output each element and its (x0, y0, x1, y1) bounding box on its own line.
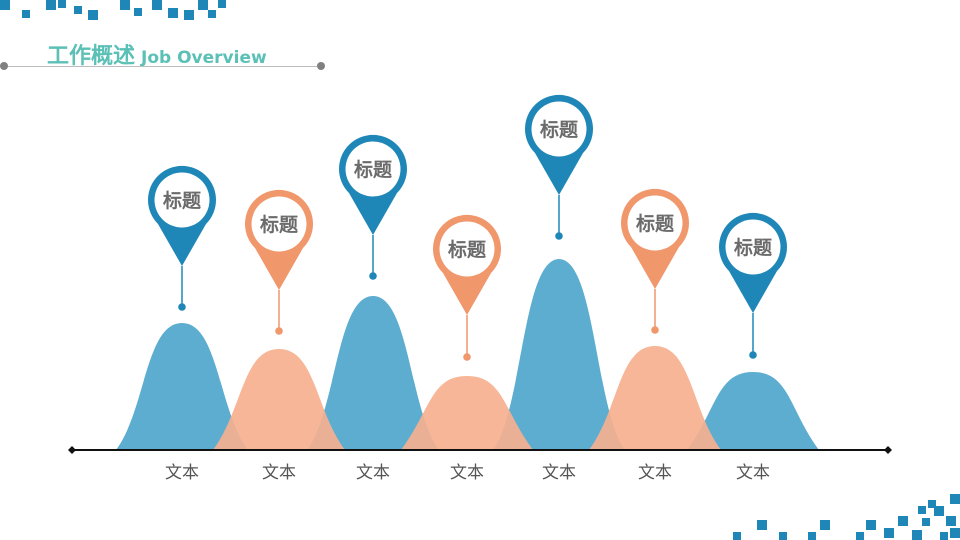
pixel-square (922, 518, 930, 526)
pixel-square (120, 0, 130, 10)
pixel-square (898, 516, 908, 526)
pixel-square (940, 532, 948, 540)
hill-1 (116, 323, 248, 450)
pixel-square (74, 6, 82, 14)
pin-title: 标题 (163, 190, 201, 212)
hill-4 (401, 376, 533, 450)
pin-dot (651, 326, 659, 334)
pixel-square (198, 0, 208, 10)
pin-1: 标题 (148, 165, 216, 311)
pixel-square (0, 0, 10, 10)
pixel-square (918, 506, 926, 514)
pixel-square (184, 10, 194, 20)
decorative-pixels-top (0, 0, 226, 20)
page-title: 工作概述 Job Overview (47, 38, 267, 70)
pin-title: 标题 (734, 237, 772, 259)
pin-inner-circle (627, 195, 683, 251)
pin-inner-circle (251, 196, 307, 252)
hill-7 (687, 372, 819, 450)
pin-5: 标题 (525, 94, 593, 240)
pixel-square (88, 10, 98, 20)
baseline-axis (68, 446, 892, 454)
pin-title: 标题 (540, 119, 578, 141)
title-underline-left-dot (0, 62, 8, 70)
title-english: Job Overview (141, 48, 267, 68)
pixel-square (808, 532, 816, 540)
pin-6: 标题 (621, 188, 689, 334)
hill-6 (589, 346, 721, 450)
pixel-square (912, 530, 922, 540)
pixel-square (856, 532, 864, 540)
decorative-pixels-bottom (733, 494, 960, 540)
axis-left-end (68, 446, 76, 454)
pixel-square (950, 528, 960, 538)
pin-3: 标题 (339, 134, 407, 280)
pin-7: 标题 (719, 212, 787, 359)
pin-dot (178, 303, 186, 311)
pin-title: 标题 (354, 159, 392, 181)
pixel-square (950, 494, 960, 504)
pixel-square (866, 520, 876, 530)
pin-dot (555, 232, 563, 240)
pixel-square (934, 506, 944, 516)
pin-dot (463, 353, 471, 361)
item-text-label: 文本 (165, 463, 199, 483)
axis-right-end (884, 446, 892, 454)
hill-5 (493, 259, 625, 450)
pixel-square (757, 520, 767, 530)
title-chinese: 工作概述 (47, 44, 136, 69)
pixel-square (733, 532, 741, 540)
pixel-square (820, 520, 830, 530)
pixel-square (134, 8, 142, 16)
pin-inner-circle (439, 221, 495, 277)
pin-title: 标题 (260, 214, 298, 236)
pixel-square (218, 0, 226, 8)
pin-inner-circle (345, 141, 401, 197)
pin-dot (275, 327, 283, 335)
pixel-square (946, 516, 956, 526)
pixel-square (208, 10, 216, 18)
pixel-square (46, 0, 56, 10)
item-text-label: 文本 (542, 463, 576, 483)
item-text-label: 文本 (450, 463, 484, 483)
pixel-square (928, 500, 936, 508)
pin-inner-circle (531, 101, 587, 157)
title-underline (3, 66, 321, 67)
item-text-label: 文本 (262, 463, 296, 483)
labels-layer: 文本 文本 文本 文本 文本 文本 文本 (165, 463, 770, 483)
hill-3 (307, 296, 439, 450)
item-text-label: 文本 (736, 463, 770, 483)
hill-2 (213, 349, 345, 450)
pixel-square (779, 532, 787, 540)
pixel-square (58, 0, 66, 8)
pixel-square (22, 10, 30, 18)
pin-dot (369, 272, 377, 280)
pin-dot (749, 351, 757, 359)
pixel-square (884, 528, 894, 538)
pin-inner-circle (725, 219, 781, 275)
pin-title: 标题 (636, 213, 674, 235)
pin-title: 标题 (448, 239, 486, 261)
pin-inner-circle (154, 172, 210, 228)
pixel-square (152, 0, 162, 10)
item-text-label: 文本 (356, 463, 390, 483)
pin-4: 标题 (433, 214, 501, 361)
title-underline-right-dot (317, 62, 325, 70)
pixel-square (168, 8, 178, 18)
hills-layer (116, 259, 819, 450)
item-text-label: 文本 (638, 463, 672, 483)
pin-2: 标题 (245, 189, 313, 335)
